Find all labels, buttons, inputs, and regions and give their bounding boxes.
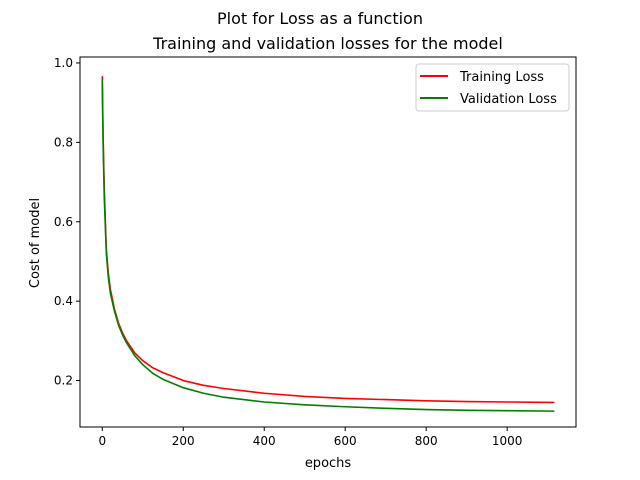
y-tick-label: 0.4: [54, 294, 73, 308]
series-lines: [101, 76, 555, 412]
y-tick-label: 0.6: [54, 215, 73, 229]
y-axis-label: Cost of model: [28, 198, 43, 288]
x-tick-label: 1000: [492, 434, 523, 448]
legend-label-validation: Validation Loss: [460, 92, 557, 107]
y-tick-label: 0.2: [54, 374, 73, 388]
legend: Training Loss Validation Loss: [415, 63, 570, 112]
chart-title: Training and validation losses for the m…: [152, 34, 503, 53]
y-tick-label: 0.8: [54, 135, 73, 149]
x-tick-label: 400: [253, 434, 276, 448]
x-tick-label: 0: [98, 434, 106, 448]
x-tick-label: 800: [415, 434, 438, 448]
validation-loss-line: [101, 80, 555, 412]
plot-frame: [79, 56, 577, 428]
y-axis-ticks: 0.2 0.4 0.6 0.8 1.0: [54, 56, 80, 388]
x-tick-label: 600: [334, 434, 357, 448]
legend-label-training: Training Loss: [459, 70, 544, 85]
x-axis-label: epochs: [305, 456, 352, 471]
y-tick-label: 1.0: [54, 56, 73, 70]
plot-area: [80, 57, 576, 427]
x-tick-label: 200: [172, 434, 195, 448]
x-axis-ticks: 0 200 400 600 800 1000: [98, 427, 522, 448]
legend-box: [415, 63, 570, 112]
chart-suptitle: Plot for Loss as a function: [217, 9, 423, 28]
